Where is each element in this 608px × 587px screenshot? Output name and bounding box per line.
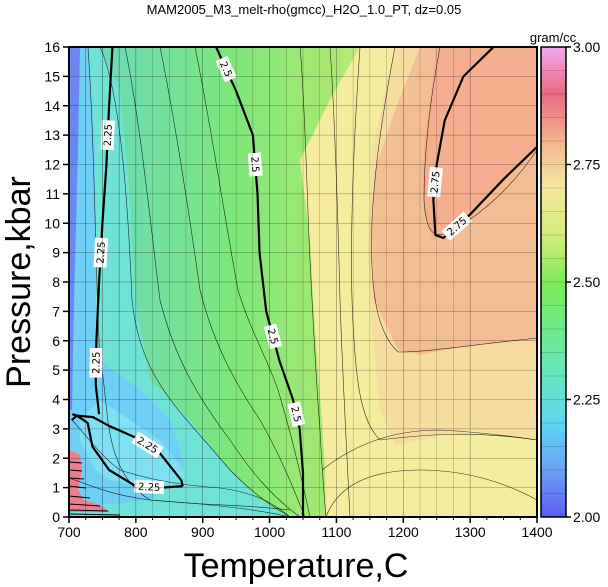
- contour-label-box: [287, 401, 306, 427]
- contour-label-2.25: 2.25: [91, 352, 102, 374]
- region-orange: [422, 47, 537, 240]
- y-tick-label-14: 14: [44, 98, 60, 114]
- x-tick-label-700: 700: [57, 524, 81, 540]
- x-tick-label-900: 900: [191, 524, 215, 540]
- x-tick-label-1300: 1300: [455, 524, 486, 540]
- y-tick-label-5: 5: [52, 362, 60, 378]
- contour-label-box: [215, 55, 237, 83]
- lowT-stripes: [69, 461, 121, 516]
- plot-area: 2.252.252.252.252.252.52.52.52.52.752.75: [69, 47, 537, 517]
- x-tick-label-1100: 1100: [321, 524, 351, 540]
- y-tick-label-0: 0: [52, 509, 60, 525]
- x-tick-label-1400: 1400: [521, 524, 552, 540]
- y-axis-label: Pressure,kbar: [0, 176, 38, 388]
- grid-lines: [69, 47, 537, 517]
- x-axis-label: Temperature,C: [184, 547, 409, 585]
- x-tick-label-1000: 1000: [254, 524, 285, 540]
- contour-line-2.25-1: [72, 413, 184, 487]
- contour-label-box: [441, 211, 473, 241]
- y-tick-label-7: 7: [52, 303, 60, 319]
- colorbar: 2.00 2.25 2.50 2.75 3.00: [540, 39, 600, 525]
- y-tick-label-12: 12: [44, 157, 60, 173]
- y-tick-label-3: 3: [52, 421, 60, 437]
- contour-label-box: [134, 479, 165, 495]
- y-tick-label-11: 11: [45, 186, 60, 202]
- x-tick-label-1200: 1200: [388, 524, 419, 540]
- contour-label-2.75: 2.75: [430, 171, 443, 194]
- y-tick-label-8: 8: [52, 274, 60, 290]
- contour-label-2.5: 2.5: [265, 327, 280, 345]
- colorbar-tick-label-1: 2.25: [573, 392, 600, 408]
- x-axis: 700 800 900 1000 1100 1200 1300 1400: [57, 517, 553, 540]
- x-tick-label-800: 800: [124, 524, 148, 540]
- y-tick-label-6: 6: [52, 333, 60, 349]
- colorbar-tick-label-4: 3.00: [573, 39, 600, 55]
- contour-label-group-3-0: 2.5: [287, 401, 306, 427]
- y-tick-label-10: 10: [44, 215, 60, 231]
- region-sky-blue: [69, 47, 185, 505]
- contour-label-group-4-0: 2.75: [427, 166, 443, 198]
- contour-line-2.75-4: [432, 47, 537, 240]
- colorbar-unit-label: gram/cc: [530, 30, 577, 45]
- colorbar-tick-label-2: 2.50: [573, 274, 600, 290]
- contour-label-2.25: 2.25: [138, 482, 161, 494]
- contour-label-box: [131, 431, 164, 459]
- chart-title: MAM2005_M3_melt-rho(gmcc)_H2O_1.0_PT, dz…: [147, 2, 462, 17]
- y-tick-label-15: 15: [44, 68, 60, 84]
- y-tick-label-13: 13: [44, 127, 60, 143]
- y-tick-label-9: 9: [52, 245, 60, 261]
- contour-label-box: [263, 323, 283, 350]
- y-tick-label-16: 16: [44, 39, 60, 55]
- contour-label-2.5: 2.5: [288, 405, 302, 423]
- contour-label-group-3-1: 2.5: [263, 323, 283, 350]
- y-tick-label-4: 4: [52, 392, 60, 408]
- colorbar-tick-label-0: 2.00: [573, 509, 600, 525]
- contour-label-box: [427, 166, 443, 198]
- y-tick-label-1: 1: [52, 480, 60, 496]
- y-tick-label-2: 2: [52, 450, 60, 466]
- contour-label-group-0-0: 2.25: [134, 479, 165, 495]
- contour-label-group-2-0: 2.25: [89, 347, 103, 378]
- colorbar-tick-label-3: 2.75: [573, 157, 600, 173]
- region-blue-strip: [69, 47, 80, 410]
